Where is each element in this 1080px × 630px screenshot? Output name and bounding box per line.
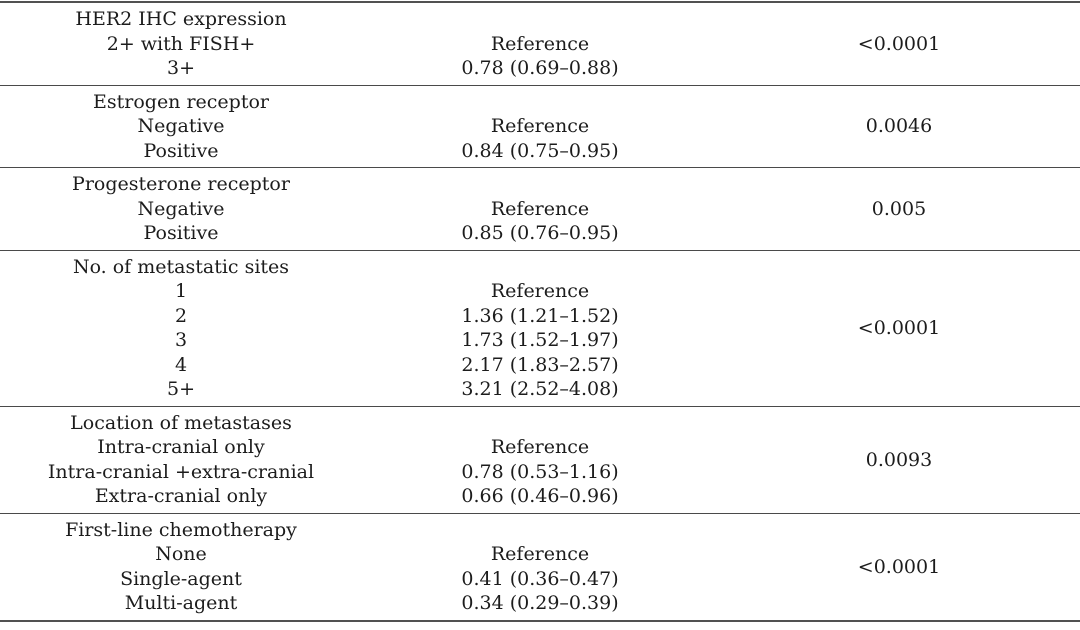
category-label: 2+ with FISH+ [106,32,256,55]
pvalue-column: 0.0093 [718,407,1080,513]
p-value: 0.0046 [865,115,933,138]
variable-group-header: No. of metastatic sites [72,255,290,278]
p-value: 0.005 [871,197,927,220]
p-value: <0.0001 [857,555,941,578]
hazard-ratio-column: Reference 0.84 (0.75–0.95) [362,86,718,168]
variable-column: Estrogen receptor Negative Positive [0,86,362,168]
category-label: 1 [174,280,188,302]
hazard-ratio-value: 1.73 (1.52–1.97) [461,329,619,351]
variable-group-header: HER2 IHC expression [75,8,287,30]
hazard-ratio-value: 0.34 (0.29–0.39) [461,592,619,614]
hazard-ratio-value: 0.66 (0.46–0.96) [461,485,619,507]
hazard-ratio-value: 1.36 (1.21–1.52) [461,304,619,327]
category-label: 3+ [166,57,195,79]
pvalue-column: 0.005 [718,168,1080,250]
empty-cell [362,255,718,280]
category-label: Intra-cranial only [97,436,265,458]
p-value: <0.0001 [857,317,941,339]
variable-group-header: First-line chemotherapy [65,518,297,541]
empty-cell [362,518,718,543]
empty-cell [362,7,718,32]
hazard-ratio-column: Reference 0.41 (0.36–0.47) 0.34 (0.29–0.… [362,514,718,620]
hazard-ratio-value: Reference [490,543,590,565]
hazard-ratio-column: Reference 0.78 (0.53–1.16) 0.66 (0.46–0.… [362,407,718,513]
category-label: 2 [174,304,188,327]
variable-column: Location of metastases Intra-cranial onl… [0,407,362,513]
hazard-ratio-value: 0.85 (0.76–0.95) [461,222,619,244]
empty-cell [362,90,718,115]
p-value: 0.0093 [865,448,933,471]
hazard-ratio-value: 0.84 (0.75–0.95) [461,139,619,162]
variable-group-header: Location of metastases [70,411,292,434]
hazard-ratio-column: Reference 0.78 (0.69–0.88) [362,3,718,85]
category-label: Intra-cranial +extra-cranial [47,460,315,483]
category-label: None [155,543,207,565]
hazard-ratio-value: Reference [490,115,590,137]
pvalue-column: 0.0046 [718,86,1080,168]
variable-group-header: Estrogen receptor [93,90,269,113]
variable-column: First-line chemotherapy None Single-agen… [0,514,362,620]
hazard-ratio-value: Reference [490,280,590,302]
variable-column: HER2 IHC expression 2+ with FISH+ 3+ [0,3,362,85]
variable-column: No. of metastatic sites 1 2 3 4 5+ [0,251,362,406]
section-estrogen-receptor: Estrogen receptor Negative Positive Refe… [0,86,1080,168]
category-label: Single-agent [120,567,242,590]
category-label: Positive [143,222,219,244]
hazard-ratio-value: Reference [490,197,590,220]
hazard-ratio-value: 3.21 (2.52–4.08) [461,378,619,400]
hazard-ratio-value: Reference [490,32,590,55]
category-label: Negative [137,115,225,137]
category-label: Negative [137,197,225,220]
category-label: Extra-cranial only [94,485,268,507]
category-label: 3 [174,329,188,351]
section-her2-ihc: HER2 IHC expression 2+ with FISH+ 3+ Ref… [0,3,1080,86]
hazard-ratio-column: Reference 1.36 (1.21–1.52) 1.73 (1.52–1.… [362,251,718,406]
pvalue-column: <0.0001 [718,3,1080,85]
hazard-ratio-value: 0.78 (0.69–0.88) [461,57,619,79]
hazard-ratio-value: 0.78 (0.53–1.16) [461,460,619,483]
hazard-ratio-value: 0.41 (0.36–0.47) [461,567,619,590]
category-label: Positive [143,139,219,162]
pvalue-column: <0.0001 [718,251,1080,406]
category-label: 5+ [166,378,195,400]
category-label: 4 [174,353,188,376]
variable-column: Progesterone receptor Negative Positive [0,168,362,250]
empty-cell [362,411,718,436]
category-label: Multi-agent [124,592,238,614]
p-value: <0.0001 [857,32,941,55]
hazard-ratio-value: Reference [490,436,590,458]
section-progesterone-receptor: Progesterone receptor Negative Positive … [0,168,1080,251]
section-first-line-chemo: First-line chemotherapy None Single-agen… [0,514,1080,620]
section-metastatic-sites: No. of metastatic sites 1 2 3 4 5+ Refer… [0,251,1080,407]
variable-group-header: Progesterone receptor [72,173,290,195]
empty-cell [362,172,718,197]
pvalue-column: <0.0001 [718,514,1080,620]
hazard-ratio-value: 2.17 (1.83–2.57) [461,353,619,376]
section-metastases-location: Location of metastases Intra-cranial onl… [0,407,1080,514]
hazard-ratio-column: Reference 0.85 (0.76–0.95) [362,168,718,250]
